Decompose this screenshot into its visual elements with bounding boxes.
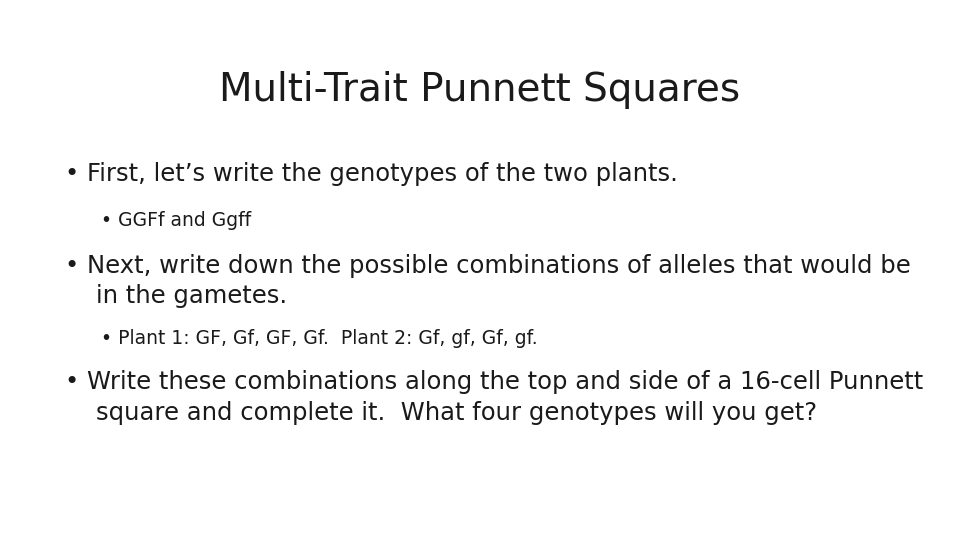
- Text: • GGFf and Ggff: • GGFf and Ggff: [101, 211, 251, 229]
- Text: • Write these combinations along the top and side of a 16-cell Punnett
    squar: • Write these combinations along the top…: [65, 370, 924, 424]
- Text: Multi-Trait Punnett Squares: Multi-Trait Punnett Squares: [220, 71, 740, 109]
- Text: • Plant 1: GF, Gf, GF, Gf.  Plant 2: Gf, gf, Gf, gf.: • Plant 1: GF, Gf, GF, Gf. Plant 2: Gf, …: [101, 329, 538, 348]
- Text: • First, let’s write the genotypes of the two plants.: • First, let’s write the genotypes of th…: [65, 162, 678, 186]
- Text: • Next, write down the possible combinations of alleles that would be
    in the: • Next, write down the possible combinat…: [65, 254, 911, 308]
